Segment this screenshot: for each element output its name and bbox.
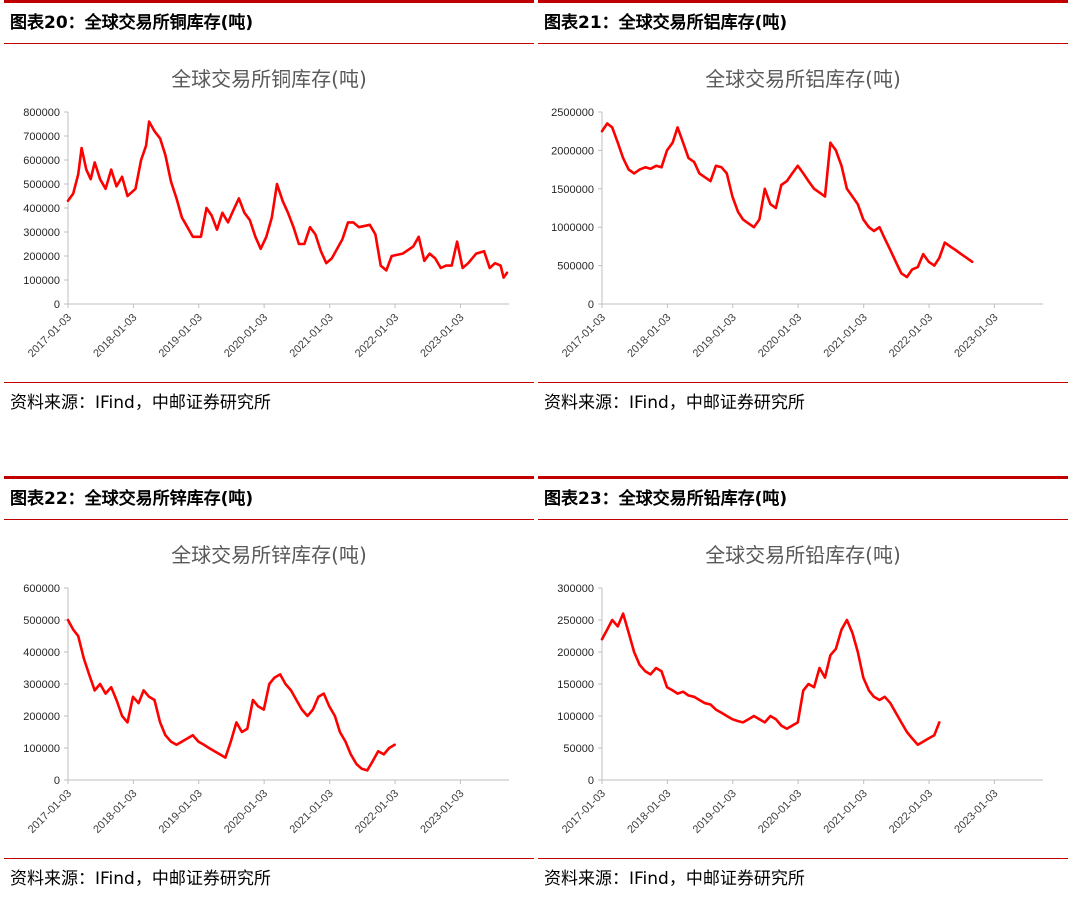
x-tick-label: 2017-01-03 xyxy=(560,312,608,360)
x-tick-label: 2021-01-03 xyxy=(288,312,336,360)
figure-label: 图表22：全球交易所锌库存(吨) xyxy=(10,489,254,509)
series-line xyxy=(66,120,509,279)
x-tick-label: 2019-01-03 xyxy=(157,788,205,836)
chart-panel-lead: 图表23：全球交易所铅库存(吨) 全球交易所铅库存(吨) 0 50000 100000… xyxy=(538,476,1068,899)
x-tick-label: 2018-01-03 xyxy=(625,312,673,360)
chart-title: 全球交易所铅库存(吨) xyxy=(705,543,901,567)
source-rule xyxy=(4,858,534,859)
x-tick-label: 2019-01-03 xyxy=(157,312,205,360)
x-tick-label: 2021-01-03 xyxy=(822,312,870,360)
y-tick-label: 250000 xyxy=(557,615,594,627)
zinc-chart: 全球交易所锌库存(吨) 0 100000 200000 300000 400000 5000… xyxy=(23,543,509,836)
x-tick-label: 2018-01-03 xyxy=(625,788,673,836)
y-tick-label: 50000 xyxy=(563,743,594,755)
x-tick-label: 2019-01-03 xyxy=(691,788,739,836)
chart-title: 全球交易所锌库存(吨) xyxy=(171,543,367,567)
x-tick-label: 2020-01-03 xyxy=(756,788,804,836)
chart-panel-copper: 图表20：全球交易所铜库存(吨) 全球交易所铜库存(吨) 0 100000 20000… xyxy=(4,0,534,423)
chart-title: 全球交易所铜库存(吨) xyxy=(171,67,367,91)
y-tick-label: 500000 xyxy=(23,179,60,191)
y-tick-label: 800000 xyxy=(23,107,60,119)
top-rule xyxy=(4,476,534,479)
source-note: 资料来源：IFind，中邮证券研究所 xyxy=(10,393,271,413)
x-tick-label: 2023-01-03 xyxy=(952,312,1000,360)
chart-panel-aluminum: 图表21：全球交易所铝库存(吨) 全球交易所铝库存(吨) 0 500000 10000… xyxy=(538,0,1068,423)
top-rule xyxy=(538,476,1068,479)
y-tick-label: 2500000 xyxy=(551,107,594,119)
x-tick-label: 2022-01-03 xyxy=(353,312,401,360)
series-line xyxy=(66,618,396,772)
x-tick-label: 2022-01-03 xyxy=(887,788,935,836)
title-rule xyxy=(4,519,534,520)
x-tick-label: 2023-01-03 xyxy=(952,788,1000,836)
x-tick-label: 2020-01-03 xyxy=(756,312,804,360)
x-tick-label: 2022-01-03 xyxy=(887,312,935,360)
chart-panel-zinc: 图表22：全球交易所锌库存(吨) 全球交易所锌库存(吨) 0 100000 20000… xyxy=(4,476,534,899)
top-rule xyxy=(538,0,1068,3)
y-tick-label: 600000 xyxy=(23,583,60,595)
copper-chart: 全球交易所铜库存(吨) 0 100000 200000 300000 400000 5000… xyxy=(23,67,509,360)
series-line xyxy=(600,122,974,279)
x-tick-label: 2017-01-03 xyxy=(26,788,74,836)
figure-label: 图表20：全球交易所铜库存(吨) xyxy=(10,13,254,33)
y-tick-label: 500000 xyxy=(557,261,594,273)
y-tick-label: 100000 xyxy=(23,743,60,755)
y-tick-label: 0 xyxy=(588,775,594,787)
y-tick-label: 500000 xyxy=(23,615,60,627)
figure-label: 图表21：全球交易所铝库存(吨) xyxy=(544,13,788,33)
y-tick-label: 100000 xyxy=(23,275,60,287)
y-tick-label: 400000 xyxy=(23,647,60,659)
x-tick-label: 2018-01-03 xyxy=(91,788,139,836)
figure-label: 图表23：全球交易所铅库存(吨) xyxy=(544,489,788,509)
source-note: 资料来源：IFind，中邮证券研究所 xyxy=(544,393,805,413)
y-tick-label: 600000 xyxy=(23,155,60,167)
title-rule xyxy=(538,43,1068,44)
source-note: 资料来源：IFind，中邮证券研究所 xyxy=(10,869,271,889)
y-tick-label: 300000 xyxy=(557,583,594,595)
source-rule xyxy=(538,382,1068,383)
x-tick-label: 2018-01-03 xyxy=(91,312,139,360)
y-tick-label: 200000 xyxy=(23,251,60,263)
x-tick-label: 2023-01-03 xyxy=(418,312,466,360)
y-tick-label: 2000000 xyxy=(551,145,594,157)
x-tick-label: 2020-01-03 xyxy=(222,312,270,360)
lead-chart: 全球交易所铅库存(吨) 0 50000 100000 150000 200000 25000… xyxy=(557,543,1043,836)
y-tick-label: 100000 xyxy=(557,711,594,723)
y-tick-label: 0 xyxy=(588,299,594,311)
y-tick-label: 0 xyxy=(54,775,60,787)
x-tick-label: 2021-01-03 xyxy=(288,788,336,836)
y-tick-label: 300000 xyxy=(23,679,60,691)
aluminum-chart: 全球交易所铝库存(吨) 0 500000 1000000 1500000 2000000 2… xyxy=(551,67,1043,360)
y-tick-label: 1000000 xyxy=(551,222,594,234)
x-tick-label: 2020-01-03 xyxy=(222,788,270,836)
source-rule xyxy=(538,858,1068,859)
y-tick-label: 300000 xyxy=(23,227,60,239)
x-tick-label: 2019-01-03 xyxy=(691,312,739,360)
x-tick-label: 2021-01-03 xyxy=(822,788,870,836)
y-tick-label: 200000 xyxy=(23,711,60,723)
y-tick-label: 0 xyxy=(54,299,60,311)
source-note: 资料来源：IFind，中邮证券研究所 xyxy=(544,869,805,889)
y-tick-label: 150000 xyxy=(557,679,594,691)
x-tick-label: 2017-01-03 xyxy=(560,788,608,836)
x-tick-label: 2017-01-03 xyxy=(26,312,74,360)
series-line xyxy=(600,612,941,747)
y-tick-label: 400000 xyxy=(23,203,60,215)
title-rule xyxy=(4,43,534,44)
x-tick-label: 2022-01-03 xyxy=(353,788,401,836)
chart-title: 全球交易所铝库存(吨) xyxy=(705,67,901,91)
y-tick-label: 700000 xyxy=(23,131,60,143)
y-tick-label: 200000 xyxy=(557,647,594,659)
x-tick-label: 2023-01-03 xyxy=(418,788,466,836)
source-rule xyxy=(4,382,534,383)
top-rule xyxy=(4,0,534,3)
y-tick-label: 1500000 xyxy=(551,184,594,196)
title-rule xyxy=(538,519,1068,520)
